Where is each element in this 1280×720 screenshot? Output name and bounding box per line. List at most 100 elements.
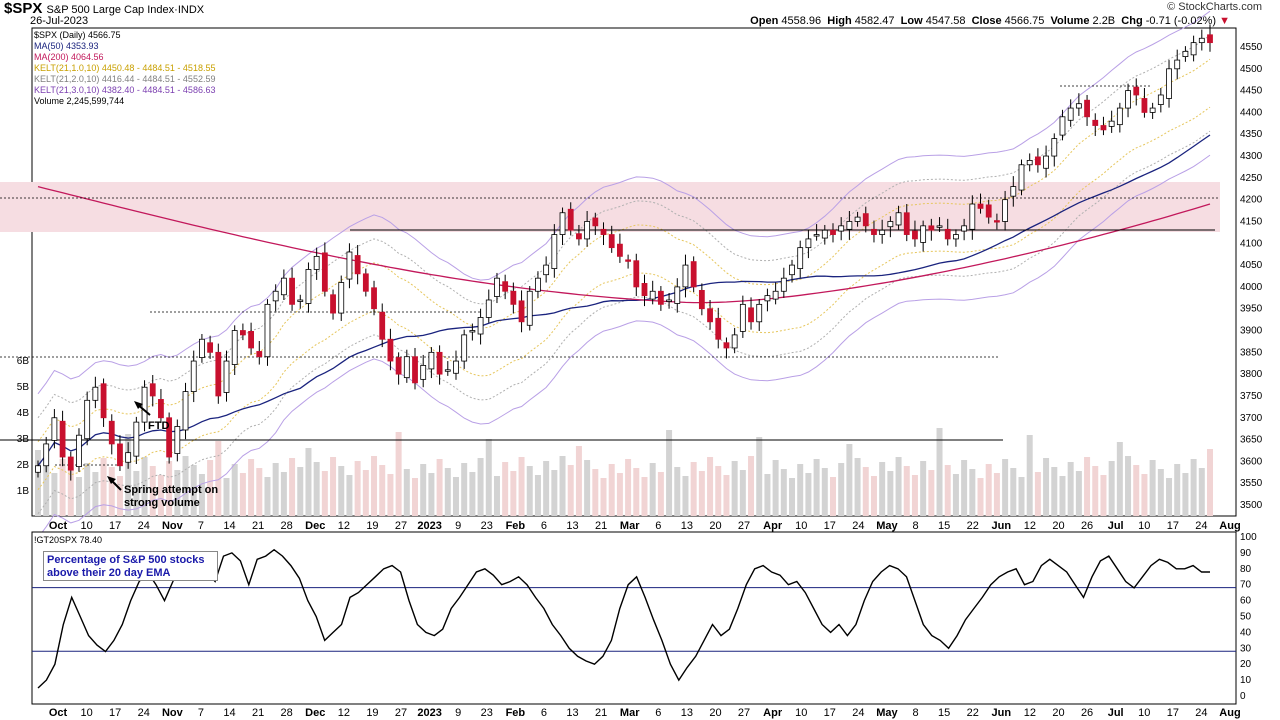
time-label: 19 xyxy=(366,707,378,719)
volume-bar xyxy=(403,469,410,516)
time-label: 17 xyxy=(109,707,121,719)
volume-bar xyxy=(969,469,976,516)
keltner-upper-3 xyxy=(37,10,1211,395)
volume-bar xyxy=(395,432,402,516)
candle-body xyxy=(1059,116,1066,136)
candle-body xyxy=(297,299,304,302)
volume-bar xyxy=(477,458,484,516)
volume-bar xyxy=(682,476,689,516)
candle-body xyxy=(133,421,140,457)
low-label: Low xyxy=(900,15,923,27)
candle-body xyxy=(100,383,107,419)
volume-bar xyxy=(198,474,205,516)
volume-bar xyxy=(461,463,468,516)
volume-bar xyxy=(379,465,386,516)
candle-body xyxy=(961,225,968,232)
volume-bar xyxy=(920,461,927,516)
candle-body xyxy=(871,228,877,235)
time-label: Jul xyxy=(1108,520,1124,532)
indicator-tick: 40 xyxy=(1240,627,1252,638)
volume-bar xyxy=(952,474,959,516)
time-label: 24 xyxy=(1195,520,1207,532)
candle-body xyxy=(108,420,115,445)
volume-bar xyxy=(887,471,894,516)
candle-body xyxy=(182,391,189,431)
candle-body xyxy=(231,330,238,365)
volume-bar xyxy=(723,475,730,516)
volume-bar xyxy=(879,462,886,516)
volume-bar xyxy=(485,439,492,516)
time-label: 28 xyxy=(281,520,293,532)
volume-bar xyxy=(911,475,918,516)
volume-bar xyxy=(182,456,189,516)
time-label: 10 xyxy=(80,520,92,532)
candle-body xyxy=(625,259,631,262)
volume-bar xyxy=(239,473,246,516)
time-label: 20 xyxy=(1052,520,1064,532)
volume-bar xyxy=(1125,456,1132,516)
candle-body xyxy=(379,311,386,340)
candle-body xyxy=(535,277,541,292)
volume-bar xyxy=(543,461,550,516)
volume-bar xyxy=(272,463,279,516)
time-label: 14 xyxy=(223,520,235,532)
candle-body xyxy=(43,443,50,467)
price-tick: 3650 xyxy=(1240,435,1263,446)
keltner-lower-2 xyxy=(37,130,1211,515)
candle-body xyxy=(387,338,394,362)
candle-body xyxy=(1092,119,1099,126)
time-label: 24 xyxy=(138,520,150,532)
candle-body xyxy=(723,342,730,349)
time-label: 21 xyxy=(252,707,264,719)
time-label: Nov xyxy=(162,520,184,532)
time-label: 20 xyxy=(709,707,721,719)
indicator-panel xyxy=(31,531,1237,705)
volume-bar xyxy=(1157,469,1164,516)
candle-body xyxy=(748,307,754,323)
candle-body xyxy=(215,351,222,397)
volume-bar xyxy=(1116,442,1123,516)
volume-bar xyxy=(854,458,861,516)
volume-bar xyxy=(1051,467,1058,516)
candle-body xyxy=(797,247,804,269)
time-label: Oct xyxy=(49,520,68,532)
volume-bar xyxy=(821,468,828,516)
candle-body xyxy=(1166,68,1172,99)
volume-bar xyxy=(534,475,541,516)
volume-bar xyxy=(510,471,517,516)
candle-body xyxy=(125,452,132,463)
time-label: May xyxy=(876,707,898,719)
time-label: Apr xyxy=(763,707,783,719)
volume-bar xyxy=(51,473,58,516)
candle-body xyxy=(985,204,992,218)
candle-body xyxy=(1084,99,1090,118)
candle-body xyxy=(502,281,509,292)
volume-bar xyxy=(264,477,271,516)
candle-body xyxy=(1198,37,1205,44)
volume-bar xyxy=(1190,459,1197,516)
price-axis: 3500 3550 3600 3650 3700 3750 3800 3850 3900 3950… xyxy=(1240,42,1263,511)
indicator-legend: !GT20SPX 78.40 xyxy=(34,535,103,545)
candle-body xyxy=(1067,107,1074,121)
volume-bar xyxy=(649,463,656,516)
time-label: May xyxy=(876,520,898,532)
indicator-tick: 90 xyxy=(1240,548,1252,559)
volume-bar xyxy=(141,457,148,516)
volume-bar xyxy=(149,466,156,516)
price-tick: 4250 xyxy=(1240,173,1263,184)
volume-tick: 3B xyxy=(17,434,30,445)
volume-bar xyxy=(1018,477,1025,516)
time-label: 22 xyxy=(967,520,979,532)
time-axis-bottom: Oct 10 17 24 Nov 7 14 21 28 Dec 12 19 27 2023 9 23 Feb 6 1… xyxy=(49,707,1241,719)
price-tick: 4150 xyxy=(1240,216,1263,227)
volume-bar xyxy=(1059,476,1066,516)
moving-averages xyxy=(37,134,1211,467)
volume-bar xyxy=(789,478,796,516)
candle-body xyxy=(633,260,640,288)
volume-bar xyxy=(1166,478,1173,516)
volume-bar xyxy=(289,458,296,516)
time-label: 17 xyxy=(824,520,836,532)
volume-bar xyxy=(338,466,345,516)
candle-body xyxy=(846,221,853,230)
